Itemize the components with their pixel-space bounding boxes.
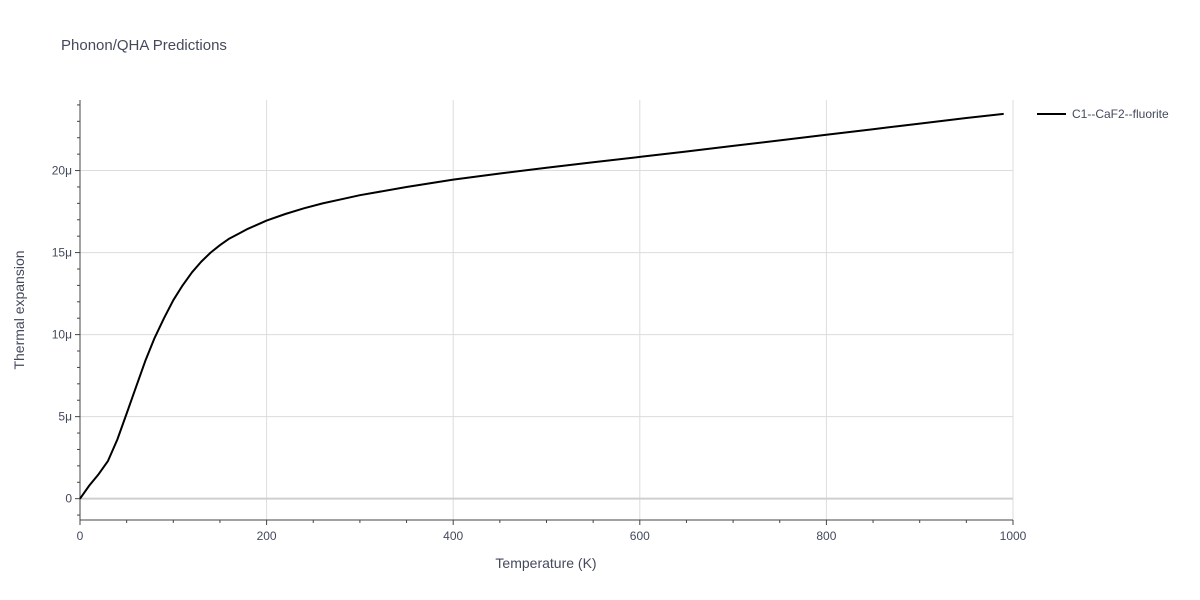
y-axis-ticks: 0 5μ 10μ 15μ 20μ bbox=[52, 164, 80, 506]
series-group bbox=[79, 112, 1004, 500]
x-tick-label: 1000 bbox=[1000, 529, 1027, 543]
y-axis-label: Thermal expansion bbox=[11, 250, 27, 369]
y-tick-label: 0 bbox=[65, 492, 72, 506]
y-gridlines bbox=[80, 170, 1013, 500]
y-tick-label: 20μ bbox=[52, 164, 72, 178]
x-gridlines bbox=[266, 100, 1014, 520]
x-tick-label: 800 bbox=[816, 529, 836, 543]
minor-ticks bbox=[77, 104, 967, 523]
series-line-0[interactable] bbox=[79, 112, 1004, 500]
legend-label-0: C1--CaF2--fluorite bbox=[1072, 107, 1169, 121]
x-tick-label: 200 bbox=[257, 529, 277, 543]
legend[interactable]: C1--CaF2--fluorite bbox=[1037, 107, 1169, 121]
x-tick-label: 600 bbox=[630, 529, 650, 543]
y-tick-label: 10μ bbox=[52, 328, 72, 342]
x-axis-label: Temperature (K) bbox=[495, 555, 596, 571]
chart-title: Phonon/QHA Predictions bbox=[61, 37, 227, 54]
x-tick-label: 400 bbox=[443, 529, 463, 543]
x-axis-ticks: 0 200 400 600 800 1000 bbox=[77, 520, 1027, 543]
x-tick-label: 0 bbox=[77, 529, 84, 543]
y-tick-label: 5μ bbox=[58, 410, 72, 424]
y-tick-label: 15μ bbox=[52, 246, 72, 260]
